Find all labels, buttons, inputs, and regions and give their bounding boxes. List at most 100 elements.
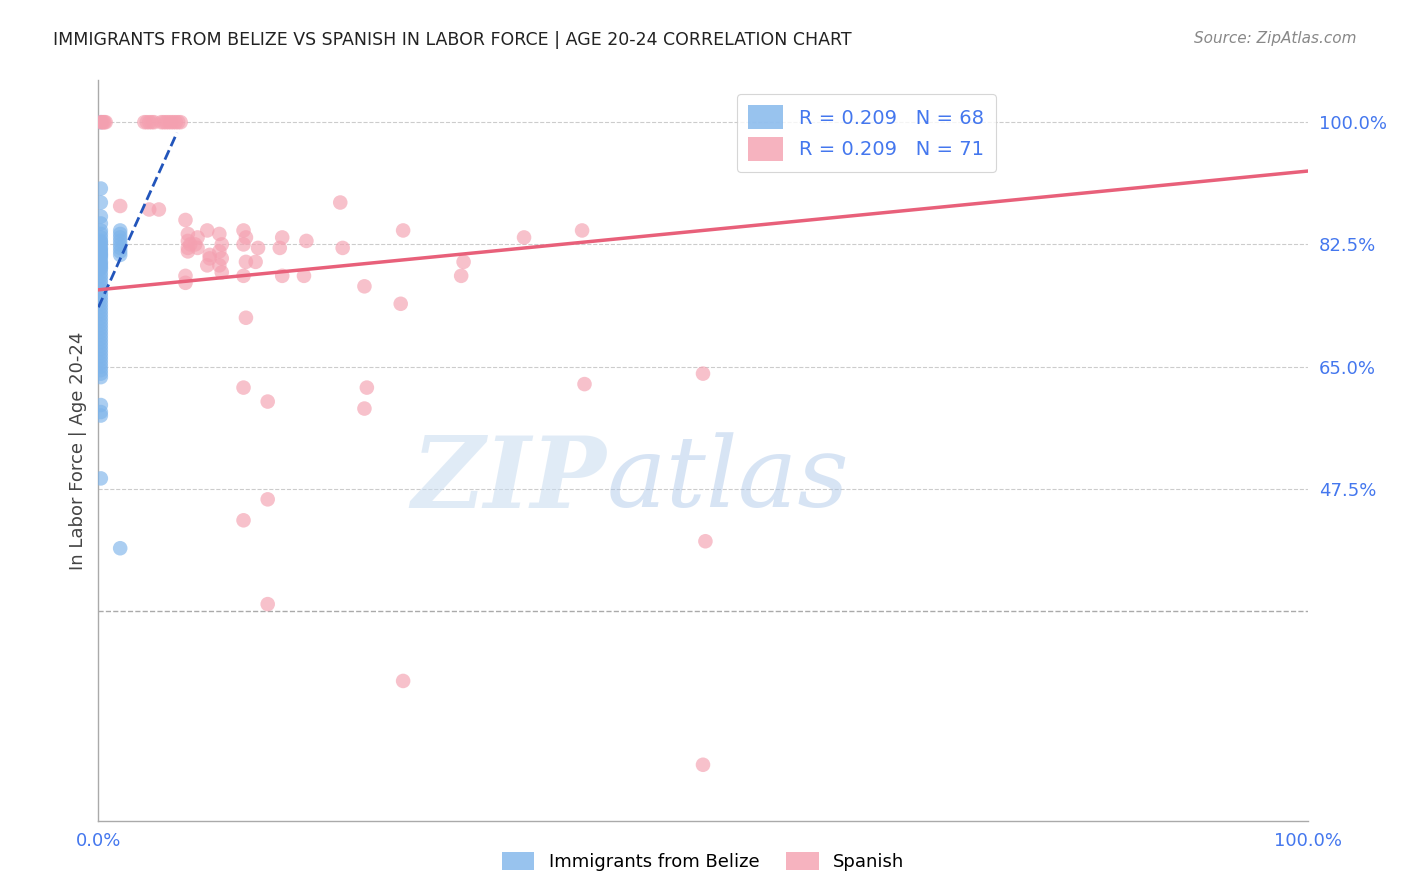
Point [235,310,257,325]
Point [211,252,233,266]
Point [160,115,183,129]
Point [90,318,112,332]
Point [90,276,112,290]
Point [90,363,112,377]
Point [138,115,160,129]
Point [90,195,112,210]
Point [141,115,163,129]
Point [389,297,412,311]
Point [332,241,354,255]
Point [232,223,254,237]
Point [179,237,201,252]
Point [90,246,112,260]
Point [90,283,112,297]
Point [208,259,231,273]
Point [256,492,278,507]
Point [90,242,112,256]
Point [195,223,218,237]
Point [90,252,112,266]
Point [90,370,112,384]
Point [571,223,593,237]
Point [187,230,209,244]
Point [256,394,278,409]
Point [108,248,131,262]
Point [134,115,156,129]
Point [165,115,187,129]
Point [232,513,254,527]
Point [90,409,112,423]
Point [138,202,160,217]
Point [90,249,112,263]
Point [692,757,714,772]
Point [90,303,112,318]
Point [90,300,112,314]
Point [271,230,294,244]
Point [184,237,207,252]
Point [211,237,233,252]
Point [232,237,254,252]
Point [256,597,278,611]
Point [90,293,112,308]
Point [574,377,596,392]
Point [90,286,112,301]
Point [90,471,112,485]
Point [90,268,112,283]
Point [90,342,112,356]
Point [90,259,112,273]
Point [187,241,209,255]
Point [232,381,254,395]
Point [90,248,112,262]
Point [353,279,375,293]
Point [513,230,536,244]
Point [247,241,270,255]
Point [108,244,131,259]
Point [208,227,231,241]
Point [90,345,112,359]
Point [198,248,221,262]
Point [90,265,112,279]
Point [90,261,112,276]
Point [90,352,112,367]
Point [177,244,200,259]
Point [198,252,221,266]
Point [177,227,200,241]
Point [108,237,131,252]
Point [695,534,717,549]
Point [245,255,267,269]
Text: Source: ZipAtlas.com: Source: ZipAtlas.com [1194,31,1357,46]
Point [90,210,112,224]
Point [108,241,131,255]
Point [453,255,475,269]
Point [208,244,231,259]
Point [90,332,112,346]
Point [90,398,112,412]
Point [235,230,257,244]
Point [108,227,131,241]
Point [108,541,131,556]
Point [90,227,112,241]
Point [155,115,177,129]
Point [177,241,200,255]
Point [353,401,375,416]
Point [94,115,117,129]
Point [195,259,218,273]
Point [177,234,200,248]
Point [91,115,114,129]
Point [692,367,714,381]
Point [90,359,112,374]
Point [450,268,472,283]
Point [174,268,197,283]
Point [108,230,131,244]
Point [90,356,112,370]
Point [90,310,112,325]
Point [157,115,180,129]
Point [269,241,291,255]
Text: atlas: atlas [606,433,849,528]
Point [169,115,191,129]
Point [90,314,112,328]
Point [90,181,112,195]
Point [148,202,170,217]
Point [90,260,112,275]
Point [108,223,131,237]
Y-axis label: In Labor Force | Age 20-24: In Labor Force | Age 20-24 [69,331,87,570]
